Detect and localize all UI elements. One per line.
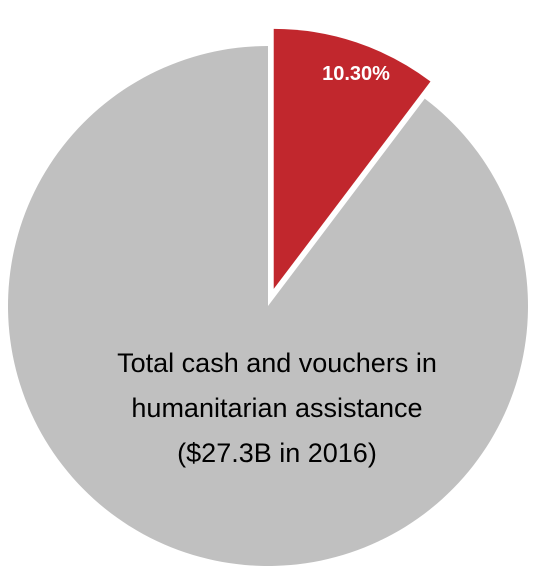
annotation-line-1: Total cash and vouchers in xyxy=(117,348,437,378)
annotation-line-3: ($27.3B in 2016) xyxy=(177,438,377,468)
annotation-line-2: humanitarian assistance xyxy=(131,393,422,423)
center-annotation: Total cash and vouchers in humanitarian … xyxy=(117,348,437,468)
pie-slice-highlight xyxy=(273,28,431,289)
slice-label-highlight: 10.30% xyxy=(322,63,390,85)
pie-slice-remainder xyxy=(8,46,529,566)
pie-slices xyxy=(8,28,529,566)
